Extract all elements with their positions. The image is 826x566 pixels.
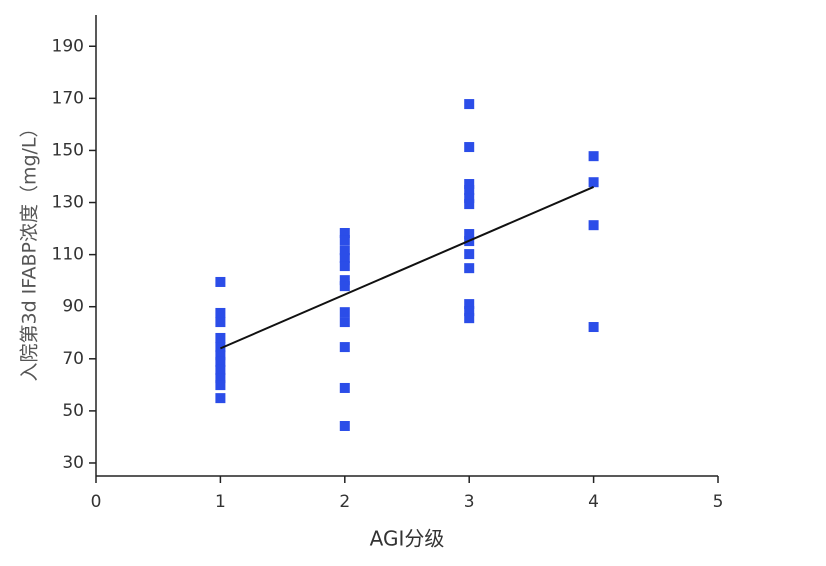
point <box>464 99 475 110</box>
point <box>339 420 350 431</box>
point <box>215 307 226 318</box>
point <box>215 342 226 353</box>
y-tick-label: 170 <box>52 88 84 108</box>
point <box>339 307 350 318</box>
y-tick-label: 130 <box>52 193 84 213</box>
point <box>339 275 350 286</box>
point <box>215 373 226 384</box>
point <box>215 276 226 287</box>
point <box>464 193 475 204</box>
point <box>588 177 599 188</box>
x-tick-label: 0 <box>91 492 102 512</box>
y-axis-label: 入院第3d IFABP浓度（mg/L） <box>19 118 41 381</box>
point <box>339 227 350 238</box>
point <box>215 393 226 404</box>
y-tick-label: 30 <box>62 453 84 473</box>
point <box>339 245 350 256</box>
y-tick-label: 50 <box>62 401 84 421</box>
point <box>215 317 226 328</box>
point <box>588 220 599 231</box>
point <box>339 261 350 272</box>
x-tick-label: 1 <box>215 492 226 512</box>
point <box>464 313 475 324</box>
point <box>215 332 226 343</box>
y-tick-label: 90 <box>62 297 84 317</box>
point <box>339 235 350 246</box>
point <box>339 281 350 292</box>
point <box>464 185 475 196</box>
point <box>339 317 350 328</box>
point <box>464 229 475 240</box>
point <box>464 142 475 153</box>
point <box>215 356 226 367</box>
point <box>464 306 475 317</box>
y-tick-label: 70 <box>62 349 84 369</box>
point <box>215 380 226 391</box>
x-tick-label: 3 <box>464 492 475 512</box>
point <box>588 322 599 333</box>
point <box>215 364 226 375</box>
point <box>464 199 475 210</box>
point <box>464 249 475 260</box>
y-tick-label: 150 <box>52 140 84 160</box>
fit-line <box>220 185 594 350</box>
x-tick-label: 2 <box>339 492 350 512</box>
x-axis-label: AGI分级 <box>370 527 445 551</box>
point <box>339 342 350 353</box>
point <box>339 253 350 264</box>
x-tick-label: 5 <box>713 492 724 512</box>
y-tick-label: 190 <box>52 36 84 56</box>
x-tick-label: 4 <box>588 492 599 512</box>
point <box>215 350 226 361</box>
point <box>464 263 475 274</box>
point <box>464 299 475 310</box>
y-tick-label: 110 <box>52 245 84 265</box>
point <box>464 179 475 190</box>
point <box>339 382 350 393</box>
point <box>588 151 599 162</box>
